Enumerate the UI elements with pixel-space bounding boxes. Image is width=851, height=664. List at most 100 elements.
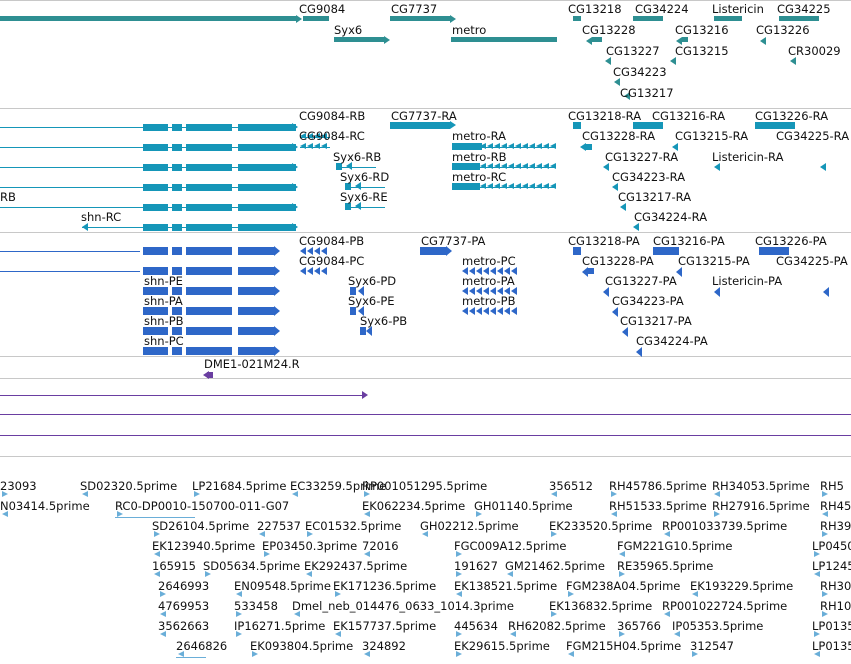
feature-label[interactable]: CG9084-RB <box>299 109 366 123</box>
feature-label[interactable]: CG13228 <box>582 23 636 37</box>
feature-label[interactable]: CG34225-RA <box>776 129 850 143</box>
feature-exon[interactable] <box>336 163 342 170</box>
feature-label[interactable]: Syx6-PE <box>348 294 395 308</box>
feature-label[interactable]: RP001033739.5prime <box>662 519 788 533</box>
feature-label[interactable]: 445634 <box>454 619 498 633</box>
feature-exon[interactable] <box>573 122 581 129</box>
feature-exon[interactable] <box>779 16 819 21</box>
feature-label[interactable]: shn-RC <box>81 210 122 224</box>
feature-exon[interactable] <box>238 267 274 275</box>
feature-label[interactable]: Dmel_neb_014476_0633_1014.3prime <box>292 599 514 613</box>
feature-label[interactable]: RH39 <box>820 519 851 533</box>
feature-label[interactable]: shn-PC <box>144 334 184 348</box>
feature-label[interactable]: CG34225-PA <box>776 254 848 268</box>
feature-label[interactable]: EC01532.5prime <box>305 519 402 533</box>
feature-label[interactable]: CG13227-RA <box>605 150 679 164</box>
feature-exon[interactable] <box>238 144 296 151</box>
feature-label[interactable]: Syx6-RE <box>340 190 388 204</box>
feature-label[interactable]: IP16271.5prime <box>234 619 326 633</box>
feature-label[interactable]: Listericin <box>712 2 764 16</box>
feature-label[interactable]: CG9084-PC <box>299 254 365 268</box>
feature-label[interactable]: CG34224-RA <box>634 210 708 224</box>
feature-label[interactable]: CG9084-PB <box>299 234 365 248</box>
feature-exon[interactable] <box>573 247 581 255</box>
feature-exon[interactable] <box>186 224 232 231</box>
feature-exon[interactable] <box>345 183 351 190</box>
feature-label[interactable]: EK233520.5prime <box>549 519 653 533</box>
feature-label[interactable]: CG13218-RA <box>568 109 642 123</box>
feature-exon[interactable] <box>143 124 168 131</box>
feature-label[interactable]: Syx6 <box>334 23 363 37</box>
feature-label[interactable]: 23093 <box>0 479 37 493</box>
feature-exon[interactable] <box>143 184 168 191</box>
feature-label[interactable]: CG34223-RA <box>612 170 686 184</box>
feature-label[interactable]: CG13216-RA <box>652 109 726 123</box>
feature-label[interactable]: FGM238A04.5prime <box>566 579 681 593</box>
feature-exon[interactable] <box>143 307 168 315</box>
feature-label[interactable]: CG13215-RA <box>675 129 749 143</box>
feature-exon[interactable] <box>143 327 168 335</box>
feature-label[interactable]: 533458 <box>234 599 278 613</box>
feature-exon[interactable] <box>238 184 296 191</box>
feature-label[interactable]: EC33259.5prime <box>290 479 387 493</box>
feature-exon[interactable] <box>143 224 168 231</box>
feature-exon[interactable] <box>172 287 182 295</box>
feature-label[interactable]: CG34223-PA <box>612 294 684 308</box>
feature-exon[interactable] <box>238 204 296 211</box>
feature-exon[interactable] <box>573 16 581 21</box>
feature-exon[interactable] <box>172 307 182 315</box>
feature-exon[interactable] <box>186 124 232 131</box>
feature-exon[interactable] <box>238 307 274 315</box>
feature-label[interactable]: GH01140.5prime <box>474 499 573 513</box>
feature-exon[interactable] <box>451 37 557 42</box>
feature-exon[interactable] <box>143 287 168 295</box>
feature-label[interactable]: CG13215 <box>675 44 729 58</box>
feature-exon[interactable] <box>452 143 482 150</box>
feature-label[interactable]: EK193229.5prime <box>690 579 794 593</box>
feature-label[interactable]: CG9084 <box>299 2 346 16</box>
feature-label[interactable]: GM21462.5prime <box>505 559 605 573</box>
feature-label[interactable]: shn-PE <box>144 274 183 288</box>
feature-label[interactable]: SD05634.5prime <box>203 559 301 573</box>
feature-label[interactable]: Listericin-RA <box>712 150 784 164</box>
feature-label[interactable]: 365766 <box>617 619 661 633</box>
feature-label[interactable]: RB <box>0 190 16 204</box>
feature-label[interactable]: CG7737 <box>391 2 438 16</box>
feature-exon[interactable] <box>186 247 232 255</box>
feature-label[interactable]: EK062234.5prime <box>362 499 466 513</box>
feature-label[interactable]: RH27916.5prime <box>712 499 810 513</box>
feature-exon[interactable] <box>350 307 356 315</box>
feature-exon[interactable] <box>186 204 232 211</box>
feature-label[interactable]: 324892 <box>362 639 406 653</box>
feature-exon[interactable] <box>143 204 168 211</box>
feature-label[interactable]: SD26104.5prime <box>152 519 250 533</box>
feature-label[interactable]: CG34224 <box>635 2 689 16</box>
feature-exon[interactable] <box>172 184 182 191</box>
feature-label[interactable]: CG13227-PA <box>605 274 677 288</box>
feature-exon[interactable] <box>452 163 480 170</box>
feature-label[interactable]: LP21684.5prime <box>192 479 287 493</box>
feature-exon[interactable] <box>186 184 232 191</box>
feature-label[interactable]: 2646993 <box>158 579 210 593</box>
feature-label[interactable]: metro-PB <box>462 294 516 308</box>
feature-label[interactable]: CG7737-RA <box>391 109 457 123</box>
feature-label[interactable]: LP12451.5 <box>812 559 851 573</box>
feature-label[interactable]: EK171236.5prime <box>333 579 437 593</box>
feature-exon[interactable] <box>186 287 232 295</box>
feature-label[interactable]: EK292437.5prime <box>304 559 408 573</box>
feature-label[interactable]: 312547 <box>690 639 734 653</box>
feature-label[interactable]: CG13218-PA <box>568 234 640 248</box>
feature-label[interactable]: RH30 <box>820 579 851 593</box>
feature-label[interactable]: metro-RC <box>452 170 507 184</box>
feature-label[interactable]: Syx6-RD <box>340 170 390 184</box>
feature-label[interactable]: CG13217-PA <box>620 314 692 328</box>
feature-label[interactable]: CG13228-RA <box>582 129 656 143</box>
feature-exon[interactable] <box>172 327 182 335</box>
feature-label[interactable]: metro-PC <box>462 254 516 268</box>
feature-exon[interactable] <box>633 122 663 129</box>
feature-label[interactable]: CG7737-PA <box>421 234 486 248</box>
feature-exon[interactable] <box>172 247 182 255</box>
feature-label[interactable]: metro-RA <box>452 129 507 143</box>
feature-label[interactable]: CR30029 <box>788 44 841 58</box>
feature-label[interactable]: CG13215-PA <box>678 254 750 268</box>
